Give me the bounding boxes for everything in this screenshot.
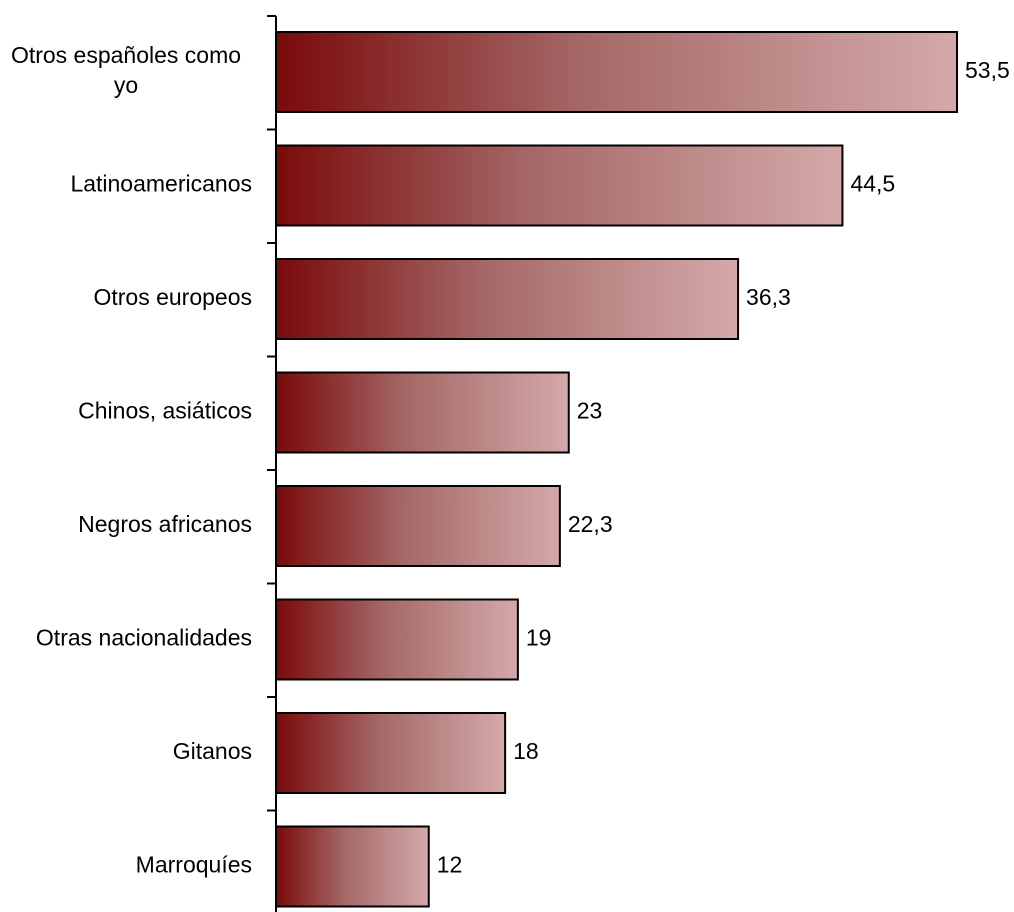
bar	[275, 371, 570, 454]
category-label: Latinoamericanos	[70, 171, 252, 197]
category-label: Gitanos	[173, 738, 252, 764]
category-label-line: Gitanos	[173, 738, 252, 764]
value-label: 36,3	[746, 284, 791, 310]
bar	[275, 144, 844, 227]
category-label-line: Otros españoles como	[11, 42, 241, 68]
category-label: Marroquíes	[136, 852, 252, 878]
category-labels: Otros españoles como yo Latinoamericanos Ot…	[11, 42, 252, 878]
value-label: 19	[526, 625, 552, 651]
bar	[275, 825, 430, 908]
value-label: 53,5	[965, 57, 1010, 83]
category-label: Otros españoles como yo	[11, 42, 241, 98]
value-label: 44,5	[850, 171, 895, 197]
value-label: 18	[513, 738, 539, 764]
bar	[275, 485, 561, 567]
category-label-line: Otras nacionalidades	[36, 625, 252, 651]
bar	[275, 598, 519, 681]
value-label: 23	[577, 398, 603, 424]
category-label: Otras nacionalidades	[36, 625, 252, 651]
bar	[275, 712, 507, 794]
category-label-line: Latinoamericanos	[70, 171, 252, 197]
value-label: 12	[437, 852, 463, 878]
value-labels: 53,5 44,5 36,3 23 22,3 19 18 12	[437, 57, 1010, 878]
bar	[275, 31, 958, 113]
y-axis-ticks	[267, 15, 276, 812]
category-label-line: Chinos, asiáticos	[78, 398, 252, 424]
category-label-line: Otros europeos	[93, 284, 252, 310]
value-label: 22,3	[568, 511, 613, 537]
bars-group	[275, 31, 958, 908]
category-label: Otros europeos	[93, 284, 252, 310]
category-label-line: Negros africanos	[78, 511, 252, 537]
bar	[275, 258, 740, 340]
category-label-line: yo	[114, 72, 138, 98]
category-label: Negros africanos	[78, 511, 252, 537]
category-label: Chinos, asiáticos	[78, 398, 252, 424]
category-label-line: Marroquíes	[136, 852, 252, 878]
